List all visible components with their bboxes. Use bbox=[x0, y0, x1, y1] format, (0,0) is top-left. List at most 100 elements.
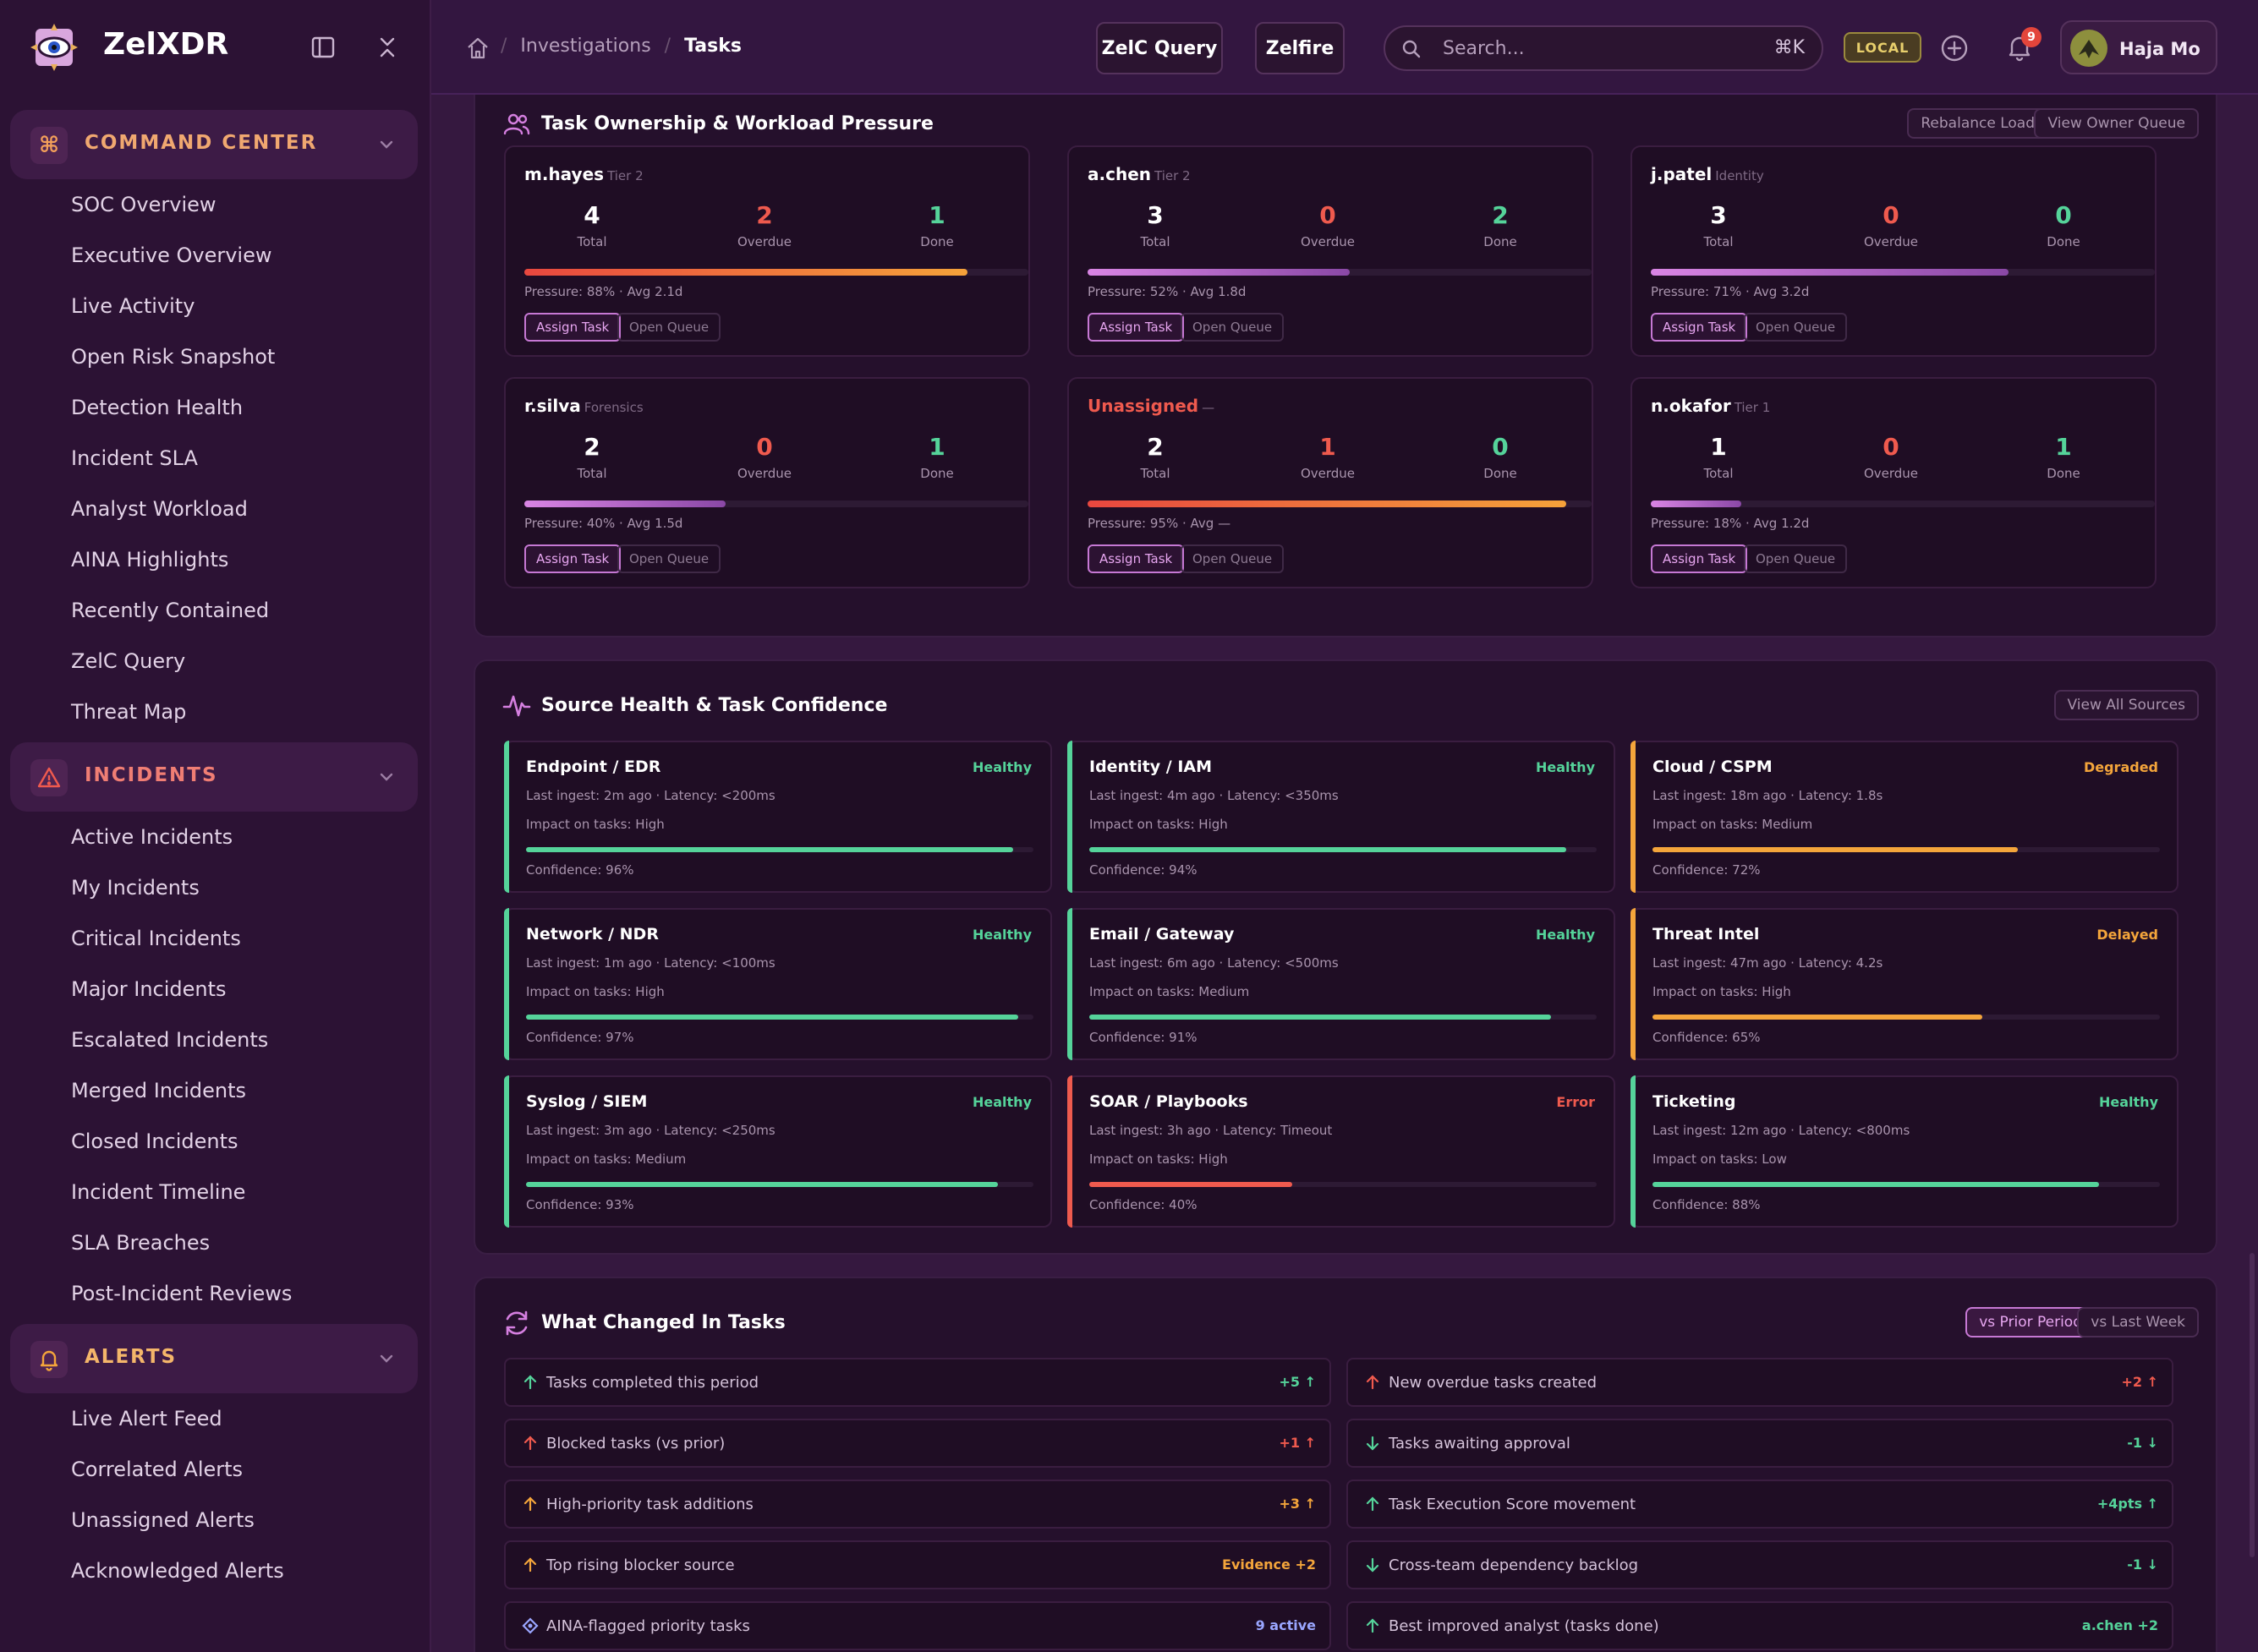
assign-task-button[interactable]: Assign Task bbox=[1651, 544, 1748, 573]
section-alerts[interactable]: ALERTS bbox=[10, 1324, 418, 1393]
owner-name: j.patel Identity bbox=[1651, 164, 1764, 184]
source-card: SOAR / Playbooks Error Last ingest: 3h ago… bbox=[1067, 1075, 1615, 1228]
sidebar-item-zelc-query[interactable]: ZelC Query bbox=[71, 649, 186, 673]
source-ingest: Last ingest: 6m ago · Latency: <500ms bbox=[1089, 955, 1339, 971]
change-row: AINA-flagged priority tasks 9 active bbox=[504, 1601, 1331, 1650]
owner-tier: — bbox=[1202, 400, 1215, 415]
change-value: +3 ↑ bbox=[1279, 1496, 1316, 1512]
sidebar-item-closed-incidents[interactable]: Closed Incidents bbox=[71, 1130, 238, 1153]
open-queue-button[interactable]: Open Queue bbox=[1744, 544, 1848, 573]
source-status: Degraded bbox=[2083, 759, 2158, 775]
stat-label: Total bbox=[1140, 466, 1170, 481]
sidebar-item-correlated-alerts[interactable]: Correlated Alerts bbox=[71, 1458, 244, 1481]
source-ingest: Last ingest: 2m ago · Latency: <200ms bbox=[526, 788, 776, 803]
sidebar-item-live-alert-feed[interactable]: Live Alert Feed bbox=[71, 1407, 222, 1430]
sidebar-item-detection-health[interactable]: Detection Health bbox=[71, 396, 244, 419]
sidebar-item-soc-overview[interactable]: SOC Overview bbox=[71, 193, 216, 216]
confidence-track bbox=[1089, 1015, 1597, 1020]
zelc-query-button[interactable]: ZelC Query bbox=[1096, 22, 1223, 74]
sidebar-item-unassigned-alerts[interactable]: Unassigned Alerts bbox=[71, 1508, 255, 1532]
assign-task-button[interactable]: Assign Task bbox=[1088, 544, 1185, 573]
vs-prior-period-toggle[interactable]: vs Prior Period bbox=[1965, 1307, 2096, 1337]
sidebar-item-active-incidents[interactable]: Active Incidents bbox=[71, 825, 233, 849]
confidence-fill bbox=[526, 847, 1013, 852]
open-queue-button[interactable]: Open Queue bbox=[1744, 313, 1848, 342]
status-stripe bbox=[504, 908, 509, 1060]
sidebar-item-incident-sla[interactable]: Incident SLA bbox=[71, 446, 198, 470]
rebalance-load-button[interactable]: Rebalance Load bbox=[1907, 108, 2048, 139]
open-queue-button[interactable]: Open Queue bbox=[1181, 313, 1285, 342]
source-impact: Impact on tasks: High bbox=[1089, 817, 1228, 832]
source-name: Syslog / SIEM bbox=[526, 1092, 648, 1111]
confidence-fill bbox=[1652, 1015, 1982, 1020]
assign-task-button[interactable]: Assign Task bbox=[524, 313, 622, 342]
warning-triangle-icon bbox=[30, 759, 68, 796]
sidebar-item-open-risk-snapshot[interactable]: Open Risk Snapshot bbox=[71, 345, 276, 369]
sidebar-toggle-icon[interactable] bbox=[310, 34, 337, 61]
view-owner-queue-button[interactable]: View Owner Queue bbox=[2034, 108, 2199, 139]
pressure-text: Pressure: 52% · Avg 1.8d bbox=[1088, 284, 1247, 299]
sidebar-item-escalated-incidents[interactable]: Escalated Incidents bbox=[71, 1028, 269, 1052]
assign-task-button[interactable]: Assign Task bbox=[524, 544, 622, 573]
pressure-text: Pressure: 71% · Avg 3.2d bbox=[1651, 284, 1810, 299]
confidence-fill bbox=[1089, 1182, 1292, 1187]
view-all-sources-button[interactable]: View All Sources bbox=[2053, 690, 2199, 720]
source-card: Email / Gateway Healthy Last ingest: 6m ag… bbox=[1067, 908, 1615, 1060]
vs-last-week-toggle[interactable]: vs Last Week bbox=[2077, 1307, 2199, 1337]
arrow-down-icon bbox=[1366, 1557, 1379, 1573]
stat-label: Done bbox=[920, 234, 954, 249]
sidebar-item-analyst-workload[interactable]: Analyst Workload bbox=[71, 497, 248, 521]
source-impact: Impact on tasks: High bbox=[1089, 1151, 1228, 1167]
open-queue-button[interactable]: Open Queue bbox=[1181, 544, 1285, 573]
collapse-all-icon[interactable] bbox=[374, 34, 401, 61]
sidebar-item-major-incidents[interactable]: Major Incidents bbox=[71, 977, 227, 1001]
section-incidents[interactable]: INCIDENTS bbox=[10, 742, 418, 812]
refresh-icon bbox=[506, 1310, 528, 1336]
sidebar-item-recently-contained[interactable]: Recently Contained bbox=[71, 599, 270, 622]
status-stripe bbox=[1630, 1075, 1636, 1228]
sidebar-item-critical-incidents[interactable]: Critical Incidents bbox=[71, 927, 241, 950]
owner-name: m.hayes Tier 2 bbox=[524, 164, 644, 184]
source-card: Endpoint / EDR Healthy Last ingest: 2m ago… bbox=[504, 741, 1052, 893]
source-name: Network / NDR bbox=[526, 925, 659, 944]
source-impact: Impact on tasks: Medium bbox=[1652, 817, 1813, 832]
section-title: INCIDENTS bbox=[85, 764, 218, 786]
sidebar-item-acknowledged-alerts[interactable]: Acknowledged Alerts bbox=[71, 1559, 284, 1583]
scrollbar[interactable] bbox=[2250, 1253, 2255, 1557]
zelfire-button[interactable]: Zelfire bbox=[1255, 22, 1345, 74]
source-impact: Impact on tasks: High bbox=[1652, 984, 1791, 999]
sidebar-item-my-incidents[interactable]: My Incidents bbox=[71, 876, 200, 900]
stat-label: Total bbox=[577, 466, 607, 481]
source-confidence: Confidence: 88% bbox=[1652, 1197, 1761, 1212]
stat-label: Overdue bbox=[1300, 234, 1356, 249]
open-queue-button[interactable]: Open Queue bbox=[617, 544, 721, 573]
sidebar-item-sla-breaches[interactable]: SLA Breaches bbox=[71, 1231, 211, 1255]
sidebar-item-incident-timeline[interactable]: Incident Timeline bbox=[71, 1180, 246, 1204]
owner-tier: Identity bbox=[1715, 168, 1764, 183]
stat-label: Overdue bbox=[1863, 234, 1919, 249]
env-badge: LOCAL bbox=[1844, 32, 1921, 63]
open-queue-button[interactable]: Open Queue bbox=[617, 313, 721, 342]
user-menu[interactable]: Haja Mo bbox=[2060, 20, 2217, 74]
assign-task-button[interactable]: Assign Task bbox=[1088, 313, 1185, 342]
stat-done: 1 Done bbox=[886, 201, 988, 249]
breadcrumb-investigations[interactable]: Investigations bbox=[520, 36, 651, 57]
sidebar-item-aina-highlights[interactable]: AINA Highlights bbox=[71, 548, 229, 572]
sidebar-item-threat-map[interactable]: Threat Map bbox=[71, 700, 187, 724]
source-status: Healthy bbox=[973, 759, 1032, 775]
sidebar-item-merged-incidents[interactable]: Merged Incidents bbox=[71, 1079, 247, 1102]
source-ingest: Last ingest: 4m ago · Latency: <350ms bbox=[1089, 788, 1339, 803]
sidebar-item-executive-overview[interactable]: Executive Overview bbox=[71, 243, 272, 267]
change-value: +5 ↑ bbox=[1279, 1374, 1316, 1390]
home-icon[interactable] bbox=[465, 36, 491, 61]
stat-value: 0 bbox=[2055, 201, 2072, 229]
users-icon bbox=[503, 113, 530, 135]
add-icon[interactable] bbox=[1940, 34, 1969, 63]
sidebar-item-live-activity[interactable]: Live Activity bbox=[71, 294, 195, 318]
owner-tier: Tier 2 bbox=[1154, 168, 1191, 183]
assign-task-button[interactable]: Assign Task bbox=[1651, 313, 1748, 342]
source-status: Healthy bbox=[2099, 1094, 2158, 1110]
section-command-center[interactable]: ⌘ COMMAND CENTER bbox=[10, 110, 418, 179]
search-box[interactable]: Search... ⌘K bbox=[1384, 25, 1823, 71]
sidebar-item-post-incident-reviews[interactable]: Post-Incident Reviews bbox=[71, 1282, 293, 1305]
